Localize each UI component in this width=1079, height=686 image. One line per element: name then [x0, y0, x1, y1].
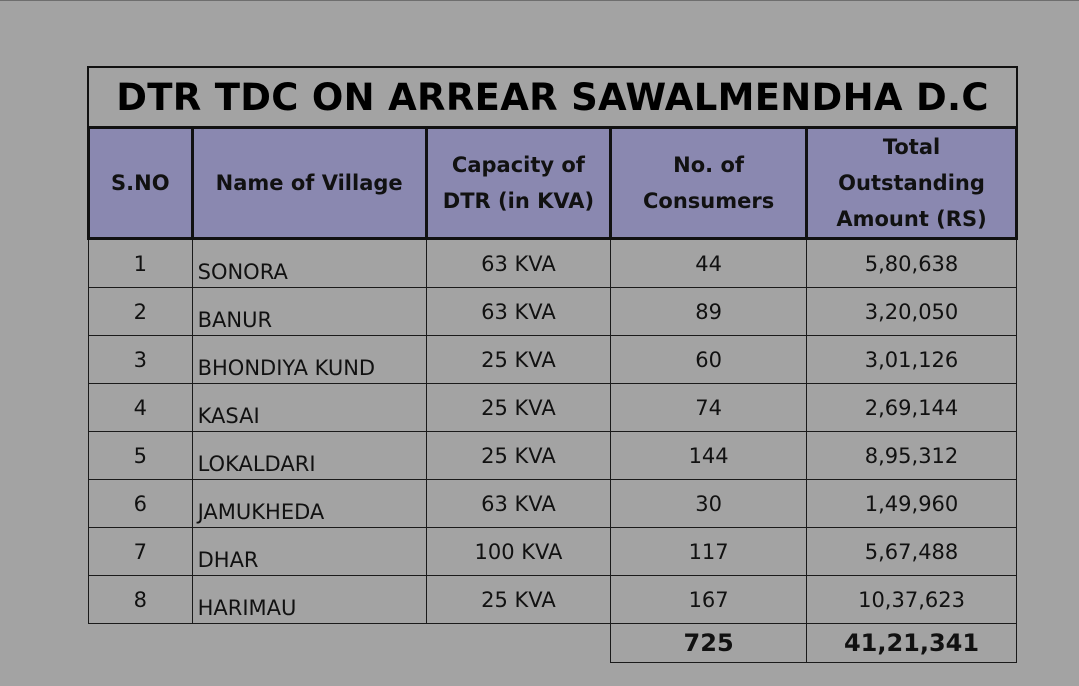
cell-capacity: 100 KVA — [425, 527, 612, 576]
cell-sno: 6 — [88, 479, 193, 528]
cell-amount: 8,95,312 — [806, 431, 1017, 480]
cell-village: SONORA — [191, 238, 427, 288]
cell-amount: 10,37,623 — [806, 575, 1017, 624]
header-village: Name of Village — [190, 126, 428, 240]
totals-spacer — [426, 624, 610, 663]
cell-sno: 4 — [88, 383, 193, 432]
cell-consumers: 167 — [610, 575, 808, 624]
total-amount: 41,21,341 — [806, 623, 1017, 663]
cell-sno: 2 — [88, 287, 193, 336]
cell-capacity: 63 KVA — [425, 479, 612, 528]
totals-spacer — [192, 624, 426, 663]
arrear-report-sheet: DTR TDC ON ARREAR SAWALMENDHA D.C S.NO N… — [87, 66, 1018, 663]
cell-amount: 2,69,144 — [806, 383, 1017, 432]
cell-consumers: 60 — [610, 335, 808, 384]
header-sno: S.NO — [87, 126, 194, 240]
cell-village: HARIMAU — [191, 575, 427, 624]
cell-capacity: 63 KVA — [425, 238, 612, 288]
cell-sno: 3 — [88, 335, 193, 384]
table-header-row: S.NO Name of Village Capacity of DTR (in… — [87, 126, 1018, 240]
table-row: 6 JAMUKHEDA 63 KVA 30 1,49,960 — [88, 479, 1017, 528]
cell-amount: 1,49,960 — [806, 479, 1017, 528]
cell-sno: 5 — [88, 431, 193, 480]
header-capacity: Capacity of DTR (in KVA) — [424, 126, 613, 240]
table-row: 7 DHAR 100 KVA 117 5,67,488 — [88, 527, 1017, 576]
table-row: 4 KASAI 25 KVA 74 2,69,144 — [88, 383, 1017, 432]
cell-consumers: 74 — [610, 383, 808, 432]
report-title-box: DTR TDC ON ARREAR SAWALMENDHA D.C — [87, 66, 1018, 128]
table-row: 3 BHONDIYA KUND 25 KVA 60 3,01,126 — [88, 335, 1017, 384]
cell-consumers: 144 — [610, 431, 808, 480]
cell-capacity: 25 KVA — [425, 431, 612, 480]
total-consumers: 725 — [610, 623, 808, 663]
cell-amount: 5,67,488 — [806, 527, 1017, 576]
header-amount: Total Outstanding Amount (RS) — [805, 126, 1018, 240]
cell-amount: 3,20,050 — [806, 287, 1017, 336]
cell-consumers: 30 — [610, 479, 808, 528]
totals-spacer — [89, 624, 193, 663]
cell-capacity: 25 KVA — [425, 383, 612, 432]
cell-village: BHONDIYA KUND — [191, 335, 427, 384]
cell-sno: 8 — [88, 575, 193, 624]
cell-consumers: 44 — [610, 238, 808, 288]
table-row: 8 HARIMAU 25 KVA 167 10,37,623 — [88, 575, 1017, 624]
cell-consumers: 117 — [610, 527, 808, 576]
table-row: 2 BANUR 63 KVA 89 3,20,050 — [88, 287, 1017, 336]
cell-sno: 1 — [88, 238, 193, 288]
cell-village: DHAR — [191, 527, 427, 576]
cell-capacity: 25 KVA — [425, 335, 612, 384]
cell-village: LOKALDARI — [191, 431, 427, 480]
table-row: 1 SONORA 63 KVA 44 5,80,638 — [88, 238, 1017, 288]
cell-amount: 5,80,638 — [806, 238, 1017, 288]
cell-sno: 7 — [88, 527, 193, 576]
cell-village: KASAI — [191, 383, 427, 432]
cell-amount: 3,01,126 — [806, 335, 1017, 384]
report-title: DTR TDC ON ARREAR SAWALMENDHA D.C — [116, 75, 989, 119]
cell-capacity: 63 KVA — [425, 287, 612, 336]
cell-consumers: 89 — [610, 287, 808, 336]
table-body: 1 SONORA 63 KVA 44 5,80,638 2 BANUR 63 KVA 89 3,2… — [88, 238, 1017, 624]
header-consumers: No. of Consumers — [609, 126, 809, 240]
cell-capacity: 25 KVA — [425, 575, 612, 624]
arrear-table: S.NO Name of Village Capacity of DTR (in… — [87, 126, 1018, 663]
totals-row: 725 41,21,341 — [89, 623, 1017, 663]
top-edge-line — [0, 0, 1079, 1]
cell-village: BANUR — [191, 287, 427, 336]
table-row: 5 LOKALDARI 25 KVA 144 8,95,312 — [88, 431, 1017, 480]
cell-village: JAMUKHEDA — [191, 479, 427, 528]
